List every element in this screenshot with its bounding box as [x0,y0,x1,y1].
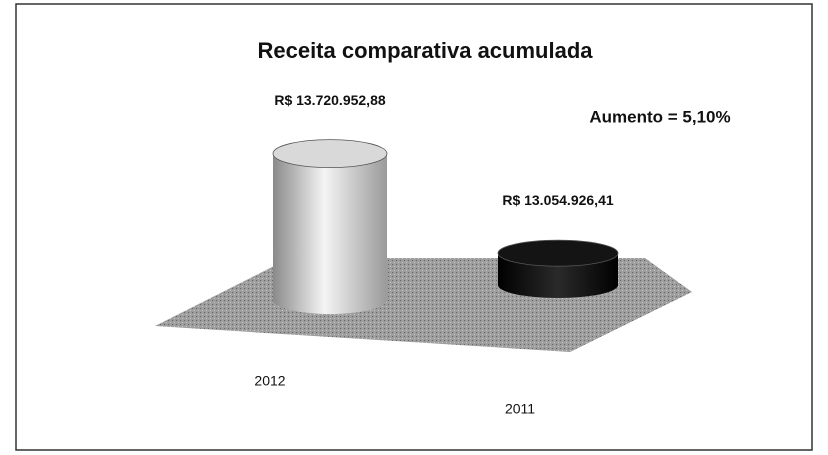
bar-top [497,239,619,267]
x-tick-label: 2012 [254,373,285,389]
chart-title: Receita comparativa acumulada [257,38,593,63]
annotation: Aumento = 5,10% [589,107,730,126]
bar-top [272,139,388,168]
bar [273,153,387,300]
x-tick-label: 2011 [505,401,535,417]
value-label: R$ 13.720.952,88 [274,91,386,108]
value-label: R$ 13.054.926,41 [502,192,614,209]
chart-border [15,3,813,451]
